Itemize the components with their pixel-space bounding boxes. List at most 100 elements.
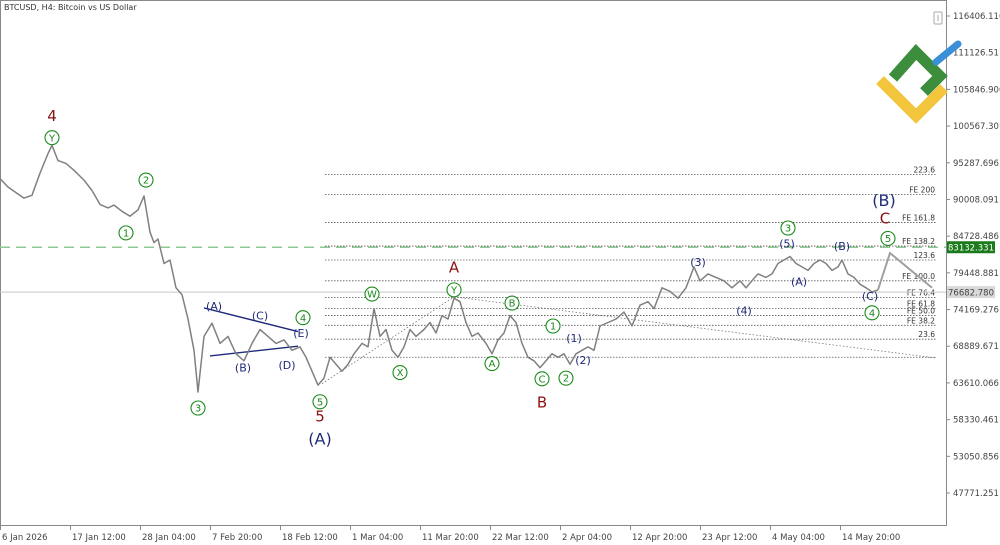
x-tick-label: 23 Apr 12:00 xyxy=(702,533,757,543)
wave-label-navy: (2) xyxy=(575,354,591,367)
chart-title: BTCUSD, H4: Bitcoin vs US Dollar xyxy=(4,3,137,12)
wave-label-navy: (5) xyxy=(779,237,795,250)
wave-label-red: 5 xyxy=(315,407,325,425)
wave-label-circle xyxy=(545,318,561,334)
wave-label-navy: (D) xyxy=(278,359,295,372)
wave-label-navy-major: (A) xyxy=(308,429,331,448)
wave-label-red: C xyxy=(880,209,890,227)
wave-label-navy: (B) xyxy=(834,240,850,253)
wave-label-circle xyxy=(446,282,462,298)
x-tick-label: 11 Mar 20:00 xyxy=(422,533,479,543)
wave-label-green: 1 xyxy=(550,322,556,333)
wave-label-navy: (C) xyxy=(252,310,268,323)
bid-price-label: 76682.780 xyxy=(948,289,994,299)
axes: 116406.116 111126.511 105846.906 100567.301… xyxy=(0,12,1000,543)
trend-lines xyxy=(203,296,937,385)
fib-level-label: FE 200 xyxy=(909,186,935,195)
wave-label-green: 2 xyxy=(563,374,569,385)
wave-label-navy: (1) xyxy=(566,332,582,345)
y-tick-label: 105846.906 xyxy=(953,85,1000,95)
forecast-projection-line xyxy=(877,251,933,291)
y-tick-label: 47771.251 xyxy=(953,489,999,499)
x-tick-label: 6 Jan 2026 xyxy=(2,533,48,543)
wave-label-green: 3 xyxy=(195,404,201,415)
triangle-boundary-line xyxy=(203,307,299,333)
fib-level-label: 223.6 xyxy=(914,165,936,174)
current-price-label: 83132.331 xyxy=(948,244,994,254)
wave-label-green: W xyxy=(367,290,377,301)
fib-level-label: 23.6 xyxy=(918,330,935,339)
wave-label-green: 5 xyxy=(317,397,323,408)
y-tick-label: 68889.671 xyxy=(953,342,999,352)
wave-label-navy: (A) xyxy=(206,300,222,313)
fib-level-label: FE 138.2 xyxy=(902,237,935,246)
wave-label-red: A xyxy=(449,259,460,277)
chart-settings-icon[interactable] xyxy=(933,11,943,25)
fib-level-label: FE 50.0 xyxy=(907,307,935,316)
price-series xyxy=(0,144,933,393)
y-tick-label: 74169.276 xyxy=(953,306,999,316)
x-tick-label: 18 Feb 12:00 xyxy=(282,533,338,543)
fib-level-label: 123.6 xyxy=(914,251,936,260)
fib-level-label: FE 161.8 xyxy=(902,213,935,222)
wave-label-green: B xyxy=(509,299,516,310)
y-tick-label: 58330.461 xyxy=(953,416,999,426)
fib-level-label: FE 76.4 xyxy=(907,289,935,298)
price-series-line xyxy=(0,144,879,393)
wave-label-circle xyxy=(504,295,520,311)
wave-label-navy: (3) xyxy=(690,256,706,269)
wave-label-green: Y xyxy=(48,133,56,144)
current-price-tag xyxy=(947,241,995,254)
fib-level-label: FE 38.2 xyxy=(907,316,935,325)
wave-label-circle xyxy=(138,172,154,188)
bid-price-tag xyxy=(947,286,995,299)
x-tick-label: 7 Feb 20:00 xyxy=(212,533,262,543)
y-tick-label: 100567.301 xyxy=(953,122,1000,132)
wave-label-circle xyxy=(190,400,206,416)
wave-label-red: B xyxy=(537,393,547,411)
wave-label-green: 5 xyxy=(885,234,891,245)
wave-label-navy: (B) xyxy=(235,362,251,375)
wave-label-circle xyxy=(484,355,500,372)
wave-label-navy: (E) xyxy=(293,327,309,340)
wave-label-green: 1 xyxy=(123,228,129,239)
wave-label-circle xyxy=(118,225,134,241)
wave-label-green: 4 xyxy=(300,313,306,324)
plot-frame xyxy=(0,0,947,526)
y-tick-label: 90008.091 xyxy=(953,195,999,205)
wave-label-circle xyxy=(880,230,896,246)
wave-label-circle xyxy=(534,371,550,387)
x-tick-label: 22 Mar 12:00 xyxy=(492,533,549,543)
wave-label-circle xyxy=(864,305,880,321)
y-tick-label: 53050.856 xyxy=(953,452,999,462)
wave-label-green: 2 xyxy=(143,176,149,187)
wave-label-green: C xyxy=(539,374,546,385)
wave-label-green: 4 xyxy=(869,308,875,319)
price-lines: 83132.331 76682.780 xyxy=(0,241,995,299)
y-tick-label: 116406.116 xyxy=(953,12,1000,22)
x-tick-label: 1 Mar 04:00 xyxy=(352,533,403,543)
wave-label-circle xyxy=(558,370,574,386)
fib-level-label: FE 61.8 xyxy=(907,300,935,309)
y-tick-label: 79448.881 xyxy=(953,269,999,279)
wave-label-green: X xyxy=(397,368,404,379)
wave-label-red: 4 xyxy=(47,107,57,125)
wave-label-navy: (4) xyxy=(736,305,752,318)
x-tick-label: 14 May 20:00 xyxy=(842,533,900,543)
wave-label-navy: (A) xyxy=(791,276,807,289)
x-tick-label: 28 Jan 04:00 xyxy=(142,533,196,543)
wave-label-circle xyxy=(364,286,380,302)
brand-logo-icon xyxy=(876,40,962,124)
wave-label-circle xyxy=(44,130,60,146)
x-tick-label: 2 Apr 04:00 xyxy=(562,533,612,543)
triangle-boundary-line xyxy=(209,345,299,357)
wave-label-navy: (C) xyxy=(862,290,878,303)
y-tick-label: 111126.511 xyxy=(953,49,1000,59)
y-tick-label: 95287.696 xyxy=(953,159,999,169)
wave-label-green: Y xyxy=(450,285,458,296)
wave-label-circle xyxy=(780,220,796,236)
wave-label-circle xyxy=(312,394,328,410)
wave-label-circle xyxy=(392,365,408,381)
